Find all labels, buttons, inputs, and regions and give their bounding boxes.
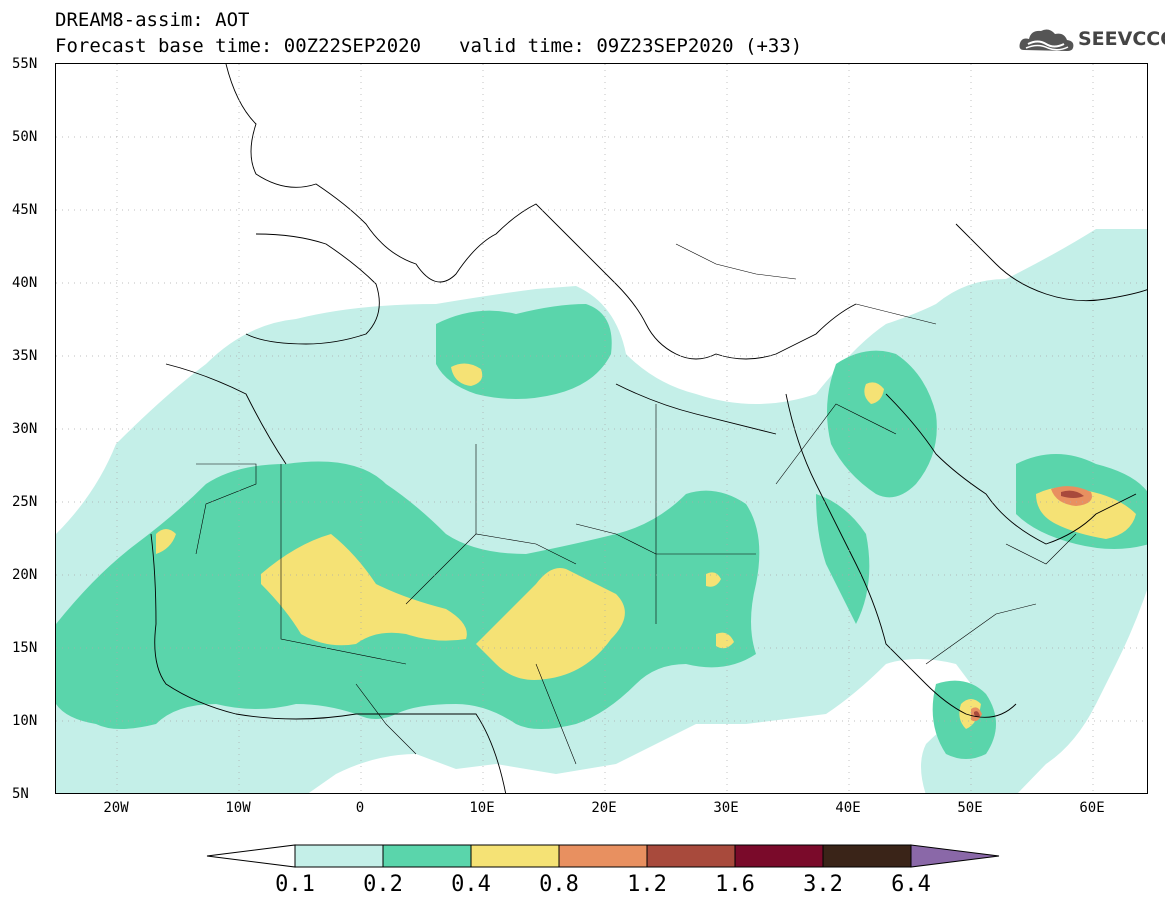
lat-label-25n: 25N (12, 494, 38, 510)
lat-label-55n: 55N (12, 56, 38, 72)
colorbar-segment (558, 844, 648, 868)
lat-label-30n: 30N (12, 421, 38, 437)
lon-label-0: 0 (355, 800, 365, 816)
valid-time: valid time: 09Z23SEP2020 (+33) (459, 35, 803, 57)
lat-label-35n: 35N (12, 348, 38, 364)
colorbar-label-1-2: 1.2 (627, 872, 667, 897)
logo-text: SEEVCCC (1078, 28, 1165, 50)
lat-label-50n: 50N (12, 129, 38, 145)
lat-label-20n: 20N (12, 567, 38, 583)
coastlines (150, 64, 1147, 793)
colorbar-segment (910, 844, 1000, 868)
aot-layer-1-2 (974, 490, 1084, 718)
map-title: DREAM8-assim: AOT (55, 9, 250, 31)
colorbar-label-0-1: 0.1 (275, 872, 315, 897)
colorbar-segment (822, 844, 912, 868)
colorbar-segment (470, 844, 560, 868)
map-canvas (56, 64, 1147, 793)
country-borders (195, 243, 1077, 765)
forecast-base-time: Forecast base time: 00Z22SEP2020 (55, 35, 422, 57)
map-subtitle: Forecast base time: 00Z22SEP2020 valid ti… (55, 36, 802, 56)
lat-label-45n: 45N (12, 202, 38, 218)
lon-label-10e: 10E (469, 800, 495, 816)
colorbar-segment (382, 844, 472, 868)
cloud-icon (1019, 29, 1074, 51)
colorbar-segment (206, 844, 296, 868)
colorbar-label-1-6: 1.6 (715, 872, 755, 897)
lon-label-20e: 20E (591, 800, 617, 816)
colorbar-label-6-4: 6.4 (891, 872, 931, 897)
colorbar-label-3-2: 3.2 (803, 872, 843, 897)
lon-label-50e: 50E (957, 800, 983, 816)
lat-label-15n: 15N (12, 640, 38, 656)
lat-label-10n: 10N (12, 713, 38, 729)
lon-label-40e: 40E (835, 800, 861, 816)
colorbar-segment (294, 844, 384, 868)
aot-map[interactable] (55, 63, 1148, 794)
lon-label-20w: 20W (103, 800, 129, 816)
colorbar-segment (646, 844, 736, 868)
colorbar-label-0-4: 0.4 (451, 872, 491, 897)
colorbar-label-0-2: 0.2 (363, 872, 403, 897)
lat-label-40n: 40N (12, 275, 38, 291)
lon-label-60e: 60E (1079, 800, 1105, 816)
graticule (56, 64, 1147, 793)
lon-label-10w: 10W (225, 800, 251, 816)
colorbar-label-0-8: 0.8 (539, 872, 579, 897)
colorbar-segment (734, 844, 824, 868)
lat-label-5n: 5N (12, 786, 29, 802)
seevccc-logo: SEEVCCC (1018, 24, 1165, 56)
lon-label-30e: 30E (713, 800, 739, 816)
